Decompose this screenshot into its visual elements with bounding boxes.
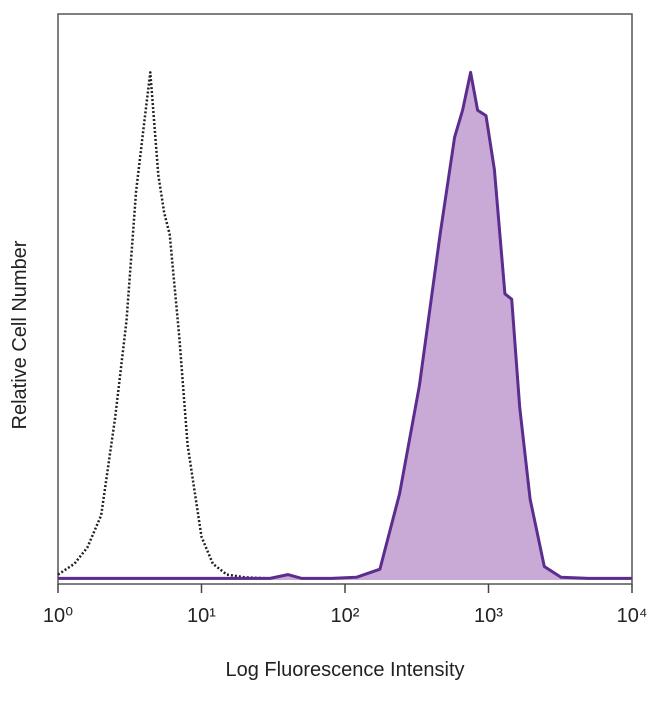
y-axis-title: Relative Cell Number bbox=[9, 240, 31, 429]
x-tick-label: 10⁴ bbox=[617, 605, 648, 627]
x-tick-label: 10² bbox=[331, 605, 360, 627]
x-axis-title: Log Fluorescence Intensity bbox=[225, 659, 464, 681]
x-tick-label: 10¹ bbox=[187, 605, 216, 627]
plot-frame bbox=[57, 13, 633, 585]
x-tick-label: 10³ bbox=[474, 605, 503, 627]
histogram-line bbox=[57, 71, 345, 580]
histogram-area bbox=[58, 72, 632, 581]
histogram-line bbox=[58, 70, 632, 580]
x-tick-label: 10⁰ bbox=[43, 605, 73, 627]
